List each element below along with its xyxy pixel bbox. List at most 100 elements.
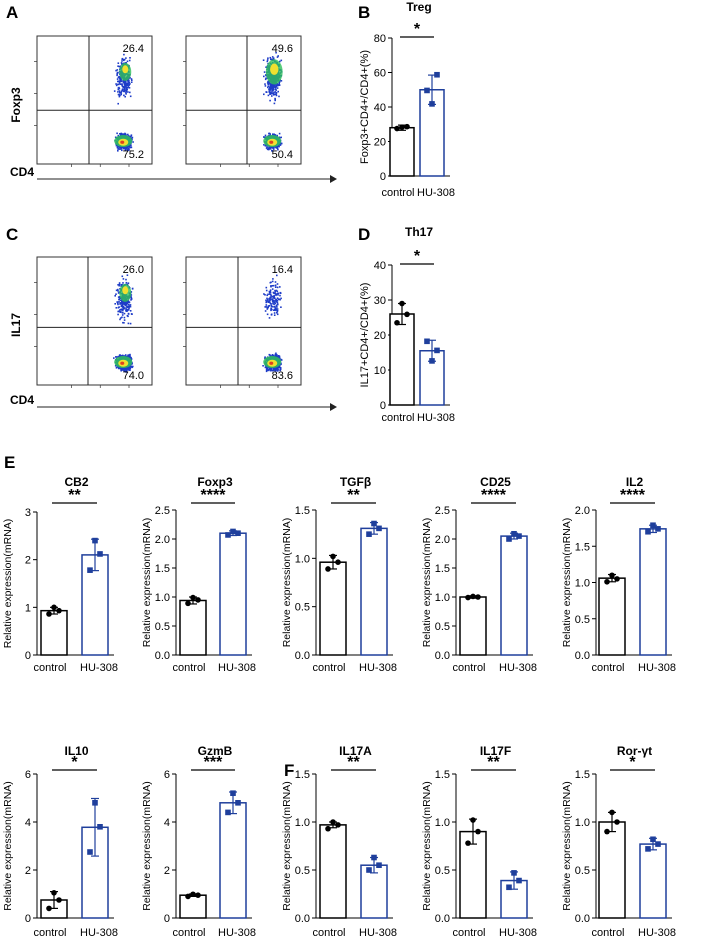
- flow-plot: 16.4 83.6: [183, 256, 302, 388]
- category-label: control: [172, 662, 205, 674]
- data-point: [185, 600, 191, 607]
- y-tick-label: 80: [374, 33, 386, 45]
- flow-event-dot: [130, 78, 133, 80]
- flow-event-dot: [269, 89, 272, 91]
- flow-event-dot: [276, 56, 279, 58]
- y-tick-label: 2.0: [155, 534, 170, 546]
- flow-event-dot: [276, 84, 279, 87]
- data-point: [87, 567, 93, 573]
- flow-event-dot: [122, 302, 125, 305]
- flow-event-dot: [274, 290, 277, 293]
- flow-event-dot: [264, 357, 266, 360]
- flow-event-dot: [118, 80, 121, 82]
- data-point: [475, 828, 481, 835]
- y-tick-label: 0.0: [155, 650, 170, 662]
- bar-control: [179, 894, 207, 919]
- flow-event-dot: [277, 368, 279, 371]
- flow-event-dot: [118, 300, 120, 303]
- flow-event-dot: [273, 312, 276, 314]
- y-tick-label: 0.5: [435, 621, 450, 633]
- flow-event-dot: [277, 294, 279, 296]
- flow-event-dot: [266, 82, 269, 84]
- flow-event-dot: [120, 302, 123, 304]
- y-tick-label: 1.5: [435, 563, 450, 575]
- flow-event-dot: [276, 310, 279, 313]
- flow-event-dot: [263, 136, 265, 138]
- y-axis-label: Relative expression(mRNA): [2, 781, 14, 911]
- flow-event-dot: [117, 87, 120, 89]
- flow-event-dot: [120, 147, 122, 149]
- flow-event-dot: [265, 368, 268, 371]
- flow-event-dot: [122, 80, 125, 83]
- data-point: [516, 533, 522, 539]
- flow-event-dot: [273, 303, 275, 306]
- flow-event-dot: [122, 368, 125, 371]
- y-tick-label: 0.0: [435, 650, 450, 662]
- data-point: [92, 800, 98, 806]
- flow-event-dot: [116, 144, 118, 147]
- flow-event-dot: [280, 136, 282, 139]
- flow-event-dot: [128, 81, 130, 84]
- flow-event-dot: [123, 89, 126, 92]
- y-axis-label: Relative expression(mRNA): [281, 518, 293, 648]
- y-tick-label: 0.5: [295, 865, 310, 877]
- flow-event-dot: [277, 55, 279, 57]
- significance-marker: *: [629, 754, 636, 771]
- flow-event-dot: [274, 87, 277, 89]
- flow-event-dot: [265, 74, 267, 76]
- flow-event-dot: [276, 290, 279, 293]
- flow-event-dot: [127, 85, 129, 87]
- flow-event-dot: [268, 146, 270, 148]
- flow-event-dot: [274, 289, 276, 292]
- flow-event-dot: [117, 290, 119, 292]
- flow-event-dot: [126, 60, 129, 63]
- flow-event-dot: [274, 353, 277, 356]
- data-point: [424, 87, 430, 94]
- flow-event-dot: [119, 78, 121, 80]
- data-point: [225, 532, 231, 538]
- flow-event-dot: [127, 313, 130, 315]
- flow-event-dot: [270, 148, 272, 150]
- data-point: [225, 809, 231, 816]
- significance-marker: ****: [620, 487, 646, 504]
- flow-event-dot: [125, 306, 128, 308]
- flow-event-dot: [124, 367, 126, 369]
- flow-event-dot: [113, 90, 116, 92]
- flow-event-dot: [273, 134, 275, 136]
- flow-event-dot: [266, 59, 269, 61]
- flow-event-dot: [123, 147, 126, 149]
- flow-event-dot: [272, 284, 275, 287]
- data-point: [604, 828, 610, 835]
- flow-event-dot: [267, 94, 270, 97]
- flow-event-dot: [267, 299, 269, 302]
- chart-title: Ror-γt: [617, 744, 652, 758]
- flow-event-dot: [265, 306, 268, 308]
- bar-control: [319, 824, 347, 919]
- data-point: [650, 522, 656, 529]
- flow-event-dot: [129, 136, 131, 138]
- flow-event-dot: [270, 367, 273, 369]
- bar-hu-308: [219, 802, 247, 919]
- flow-event-dot: [128, 135, 130, 137]
- flow-event-dot: [121, 301, 123, 303]
- flow-event-dot: [128, 144, 131, 147]
- flow-event-dot: [125, 146, 127, 149]
- flow-event-dot: [280, 59, 283, 62]
- y-tick-label: 2.0: [435, 534, 450, 546]
- density-peak-high: [122, 65, 129, 74]
- flow-event-dot: [278, 145, 280, 148]
- y-tick-label: 1.5: [575, 769, 590, 781]
- chart-title: TGFβ: [340, 475, 371, 489]
- y-axis-label: Relative expression(mRNA): [421, 518, 433, 648]
- density-peak-core: [120, 361, 125, 365]
- flow-event-dot: [271, 88, 274, 90]
- chart-title: Th17: [405, 225, 433, 239]
- chart-title: GzmB: [198, 744, 233, 758]
- flow-event-dot: [275, 89, 277, 91]
- flow-event-dot: [275, 304, 278, 307]
- flow-event-dot: [120, 93, 122, 96]
